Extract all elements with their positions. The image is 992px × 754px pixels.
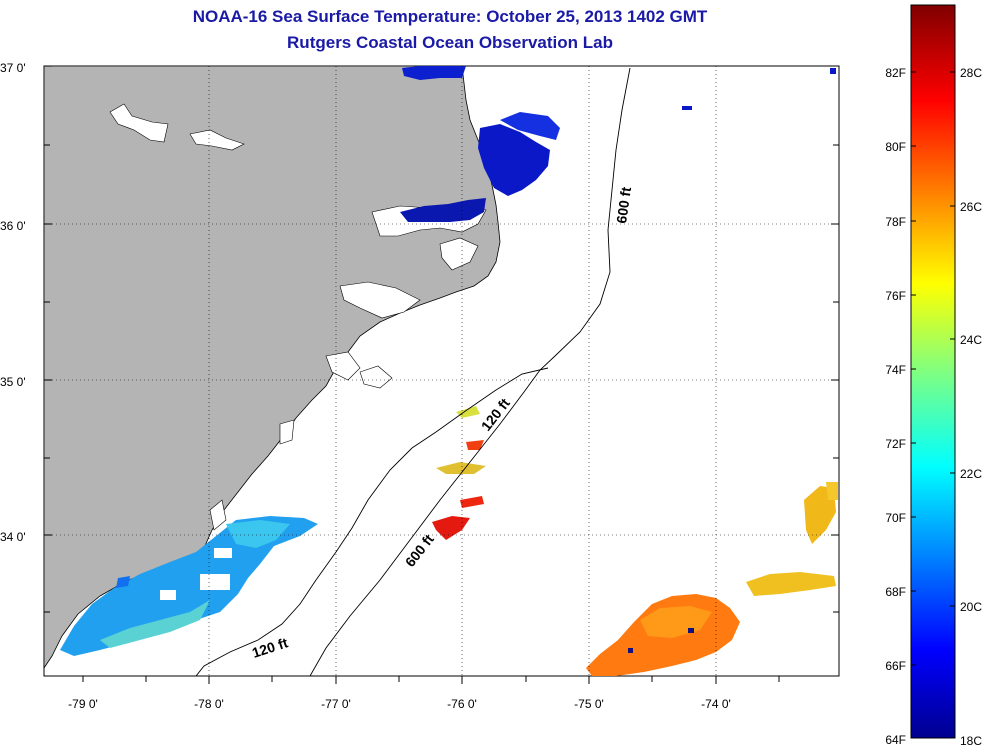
c-label: 22C [960, 467, 982, 481]
colorbar-c-labels: 28C 26C 24C 22C 20C 18C [960, 66, 982, 748]
colorbar-ticks [911, 71, 955, 666]
lon-label-79: -79 0' [68, 697, 98, 711]
c-label: 26C [960, 200, 982, 214]
lon-label-77: -77 0' [321, 697, 351, 711]
c-label: 28C [960, 66, 982, 80]
lat-label-35: 35 0' [0, 375, 26, 389]
map-title: NOAA-16 Sea Surface Temperature: October… [192, 7, 708, 26]
f-label: 70F [885, 511, 906, 525]
f-label: 66F [885, 659, 906, 673]
f-label: 78F [885, 215, 906, 229]
axis-ticks [44, 65, 839, 684]
f-label: 72F [885, 437, 906, 451]
colorbar [910, 4, 956, 739]
map-subtitle: Rutgers Coastal Ocean Observation Lab [287, 33, 613, 52]
lat-axis: 37 0' 36 0' 35 0' 34 0' [0, 61, 26, 544]
f-label: 74F [885, 363, 906, 377]
c-label: 18C [960, 734, 982, 748]
lat-label-37: 37 0' [0, 61, 26, 75]
lon-label-75: -75 0' [574, 697, 604, 711]
f-label: 80F [885, 140, 906, 154]
lat-label-36: 36 0' [0, 219, 26, 233]
contour-label-600ft-north: 600 ft [613, 186, 634, 225]
graticule [44, 66, 839, 676]
f-label: 82F [885, 66, 906, 80]
lon-label-78: -78 0' [194, 697, 224, 711]
f-label: 68F [885, 585, 906, 599]
sst-data [60, 66, 838, 676]
f-label: 64F [885, 733, 906, 747]
f-label: 76F [885, 289, 906, 303]
colorbar-f-labels: 82F 80F 78F 76F 74F 72F 70F 68F 66F 64F [885, 66, 906, 747]
lat-label-34: 34 0' [0, 530, 26, 544]
lon-label-76: -76 0' [447, 697, 477, 711]
c-label: 20C [960, 600, 982, 614]
c-label: 24C [960, 333, 982, 347]
lon-axis: -79 0' -78 0' -77 0' -76 0' -75 0' -74 0… [68, 697, 731, 711]
isobaths [195, 67, 631, 676]
lon-label-74: -74 0' [701, 697, 731, 711]
